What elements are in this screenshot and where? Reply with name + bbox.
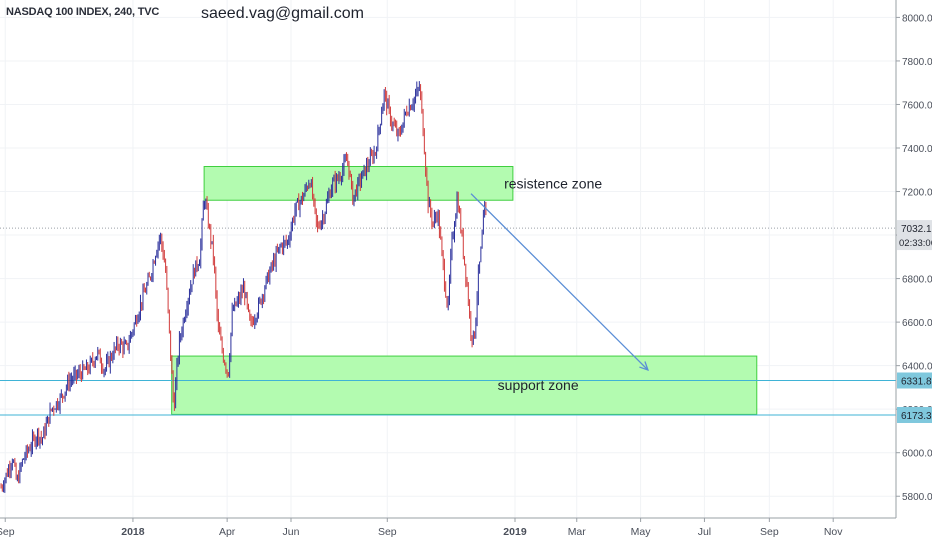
x-tick-label: Nov: [824, 526, 843, 538]
zone-label: resistence zone: [504, 175, 602, 191]
price-axis[interactable]: [896, 0, 932, 550]
last-price-label: 7032.1: [901, 224, 932, 235]
trend-arrow[interactable]: [470, 193, 649, 371]
x-tick-label: Jul: [698, 526, 711, 538]
y-tick-label: 5800.0: [902, 492, 932, 503]
x-tick-label: May: [631, 526, 652, 538]
watermark-email: saeed.vag@gmail.com: [201, 5, 364, 22]
price-tag-label: 6331.8: [901, 376, 932, 387]
price-tag-label: 6173.3: [901, 411, 932, 422]
x-tick-label: Apr: [219, 526, 236, 538]
y-tick-label: 7800.0: [902, 57, 932, 68]
x-tick-label: 2019: [503, 526, 527, 538]
price-tag[interactable]: [897, 372, 932, 389]
symbol-title[interactable]: NASDAQ 100 INDEX, 240, TVC: [6, 6, 160, 18]
zone-box[interactable]: [171, 355, 758, 415]
countdown-label: 02:33:06: [899, 238, 932, 249]
x-tick-label: Sep: [378, 526, 397, 538]
price-tag[interactable]: [897, 406, 932, 423]
y-tick-label: 7600.0: [902, 100, 932, 111]
x-tick-label: Sep: [0, 526, 15, 538]
x-tick-label: Jun: [283, 526, 300, 538]
y-tick-label: 7400.0: [902, 144, 932, 155]
arrow-head: [639, 361, 649, 372]
y-tick-label: 6600.0: [902, 318, 932, 329]
y-tick-label: 6800.0: [902, 275, 932, 286]
y-tick-label: 8000.0: [902, 13, 932, 24]
x-tick-label: Sep: [760, 526, 779, 538]
time-axis[interactable]: [0, 518, 932, 550]
zone-label: support zone: [498, 377, 579, 393]
x-tick-label: Mar: [568, 526, 587, 538]
y-tick-label: 7200.0: [902, 188, 932, 199]
zone-box[interactable]: [203, 166, 514, 201]
x-tick-label: 2018: [121, 526, 145, 538]
last-price-tag[interactable]: [897, 220, 932, 251]
y-tick-label: 6400.0: [902, 362, 932, 373]
y-tick-label: 6000.0: [902, 449, 932, 460]
